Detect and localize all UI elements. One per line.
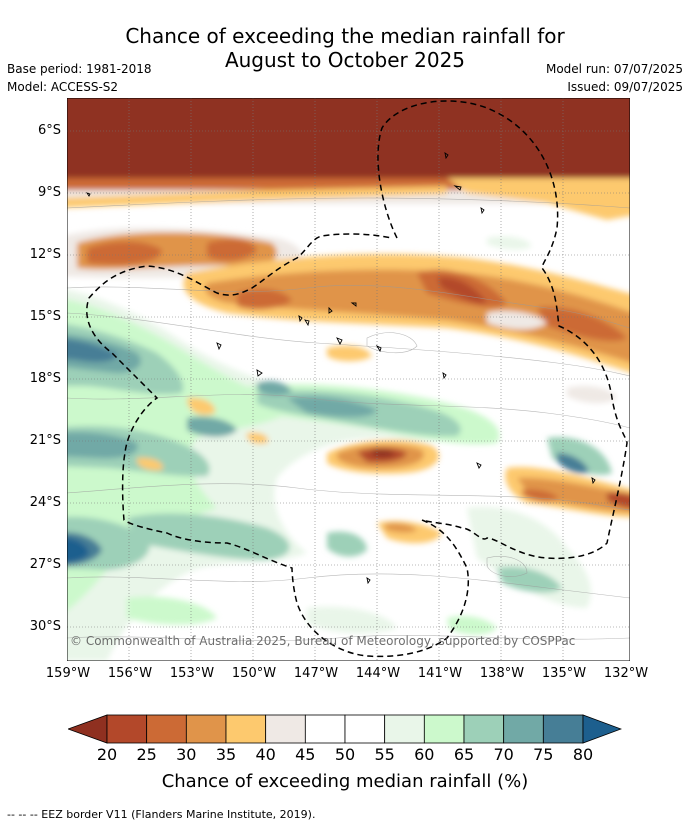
eez-footnote: -- -- -- EEZ border V11 (Flanders Marine… xyxy=(7,808,316,821)
colorbar-cell xyxy=(146,714,187,744)
probability-shading xyxy=(67,98,630,661)
lat-label: 21°S xyxy=(29,433,61,448)
model-run: Model run: 07/07/2025 xyxy=(545,62,683,76)
lat-label: 6°S xyxy=(37,123,61,138)
lat-label: 30°S xyxy=(29,619,61,634)
issued-date: Issued: 09/07/2025 xyxy=(567,80,683,94)
colorbar-cell xyxy=(265,714,306,744)
colorbar-cell xyxy=(106,714,148,744)
colorbar-tick: 20 xyxy=(96,745,118,764)
lon-label: 141°W xyxy=(417,666,463,681)
colorbar-low-extension xyxy=(68,714,108,744)
map-title: Chance of exceeding the median rainfall … xyxy=(0,24,690,72)
colorbar-cells xyxy=(106,714,584,744)
colorbar-tick: 35 xyxy=(215,745,237,764)
lon-label: 132°W xyxy=(603,666,649,681)
colorbar-tick: 80 xyxy=(572,745,594,764)
lon-label: 138°W xyxy=(479,666,525,681)
colorbar xyxy=(68,714,622,744)
colorbar-tick: 60 xyxy=(414,745,435,764)
lon-label: 159°W xyxy=(45,666,91,681)
colorbar-tick: 65 xyxy=(453,745,475,764)
title-line-2: August to October 2025 xyxy=(224,48,466,72)
colorbar-cell xyxy=(185,714,227,744)
rainfall-map xyxy=(67,98,630,661)
colorbar-tick: 55 xyxy=(374,745,395,764)
colorbar-cell xyxy=(384,714,425,744)
lon-label: 150°W xyxy=(231,666,277,681)
lon-label: 153°W xyxy=(169,666,215,681)
colorbar-cell xyxy=(304,714,346,744)
lat-label: 27°S xyxy=(29,557,61,572)
contour-lines xyxy=(67,197,630,641)
islands xyxy=(85,152,596,585)
lon-label: 147°W xyxy=(293,666,339,681)
lon-label: 135°W xyxy=(541,666,587,681)
meta-right: Model run: 07/07/2025 Issued: 09/07/2025 xyxy=(546,60,683,96)
meta-left: Base period: 1981-2018 Model: ACCESS-S2 xyxy=(7,60,152,96)
colorbar-tick: 50 xyxy=(334,745,356,764)
lon-label: 144°W xyxy=(355,666,401,681)
lon-label: 156°W xyxy=(107,666,153,681)
colorbar-cell xyxy=(225,714,267,744)
lat-label: 9°S xyxy=(37,185,61,200)
lat-label: 24°S xyxy=(29,495,61,510)
lat-label: 15°S xyxy=(29,309,61,324)
lat-label: 12°S xyxy=(29,247,61,262)
base-period: Base period: 1981-2018 xyxy=(7,62,152,76)
colorbar-tick: 75 xyxy=(533,745,554,764)
colorbar-tick: 70 xyxy=(493,745,514,764)
lat-label: 18°S xyxy=(29,371,61,386)
colorbar-cell xyxy=(542,714,584,744)
eez-borders xyxy=(86,100,628,658)
model-name: Model: ACCESS-S2 xyxy=(7,80,119,94)
colorbar-high-extension xyxy=(582,714,622,744)
colorbar-tick: 30 xyxy=(176,745,197,764)
title-line-1: Chance of exceeding the median rainfall … xyxy=(125,24,565,48)
colorbar-cell xyxy=(344,714,386,744)
colorbar-tick: 40 xyxy=(255,745,276,764)
colorbar-cell xyxy=(423,714,465,744)
map-gridlines xyxy=(67,98,630,661)
colorbar-tick: 45 xyxy=(295,745,316,764)
colorbar-cell xyxy=(503,714,544,744)
colorbar-tick: 25 xyxy=(136,745,157,764)
colorbar-cell xyxy=(463,714,505,744)
colorbar-label: Chance of exceeding median rainfall (%) xyxy=(161,771,529,792)
copyright-notice: © Commonwealth of Australia 2025, Bureau… xyxy=(70,634,576,648)
